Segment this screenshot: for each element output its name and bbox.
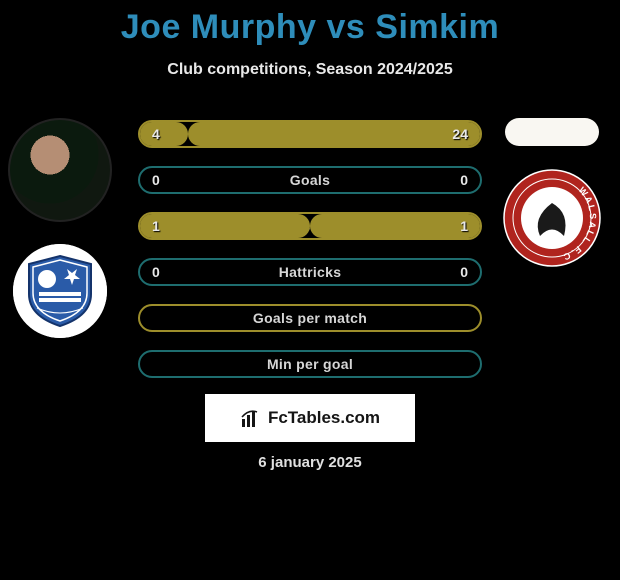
- comparison-card: Joe Murphy vs Simkim Club competitions, …: [0, 0, 620, 580]
- stat-row-matches: 4 Matches 24: [138, 120, 482, 148]
- stat-fill-left: [140, 122, 188, 146]
- chart-bars-icon: [240, 407, 262, 429]
- stat-fill-left: [140, 214, 310, 238]
- page-title: Joe Murphy vs Simkim: [0, 0, 620, 47]
- stat-left-value: 1: [152, 218, 160, 234]
- stat-row-mpg: Min per goal: [138, 350, 482, 378]
- stat-right-value: 1: [460, 218, 468, 234]
- stat-label: Goals per match: [253, 310, 367, 326]
- stat-fill-right: [188, 122, 480, 146]
- stat-right-value: 24: [452, 126, 468, 142]
- stat-left-value: 0: [152, 264, 160, 280]
- club-badge-icon: WALSALL F.C: [502, 168, 602, 268]
- stat-right-value: 0: [460, 172, 468, 188]
- date-text: 6 january 2025: [0, 454, 620, 471]
- shield-icon: [23, 254, 97, 328]
- right-image-column: WALSALL F.C: [502, 118, 602, 268]
- stat-label: Goals: [290, 172, 330, 188]
- stat-label: Hattricks: [279, 264, 342, 280]
- player-left-photo: [8, 118, 112, 222]
- stats-list: 4 Matches 24 0 Goals 0 1 Assists 1 0 Hat…: [138, 120, 482, 378]
- stat-row-goals: 0 Goals 0: [138, 166, 482, 194]
- stat-label: Min per goal: [267, 356, 353, 372]
- stat-fill-right: [310, 214, 480, 238]
- stat-row-assists: 1 Assists 1: [138, 212, 482, 240]
- left-image-column: [8, 118, 112, 338]
- player-right-photo: [505, 118, 599, 146]
- stat-left-value: 0: [152, 172, 160, 188]
- brand-box: FcTables.com: [205, 394, 415, 442]
- subtitle: Club competitions, Season 2024/2025: [0, 61, 620, 79]
- stat-row-hattricks: 0 Hattricks 0: [138, 258, 482, 286]
- stat-right-value: 0: [460, 264, 468, 280]
- brand-text: FcTables.com: [268, 408, 380, 428]
- stat-left-value: 4: [152, 126, 160, 142]
- club-left-logo: [13, 244, 107, 338]
- stat-row-gpm: Goals per match: [138, 304, 482, 332]
- club-right-logo: WALSALL F.C: [502, 168, 602, 268]
